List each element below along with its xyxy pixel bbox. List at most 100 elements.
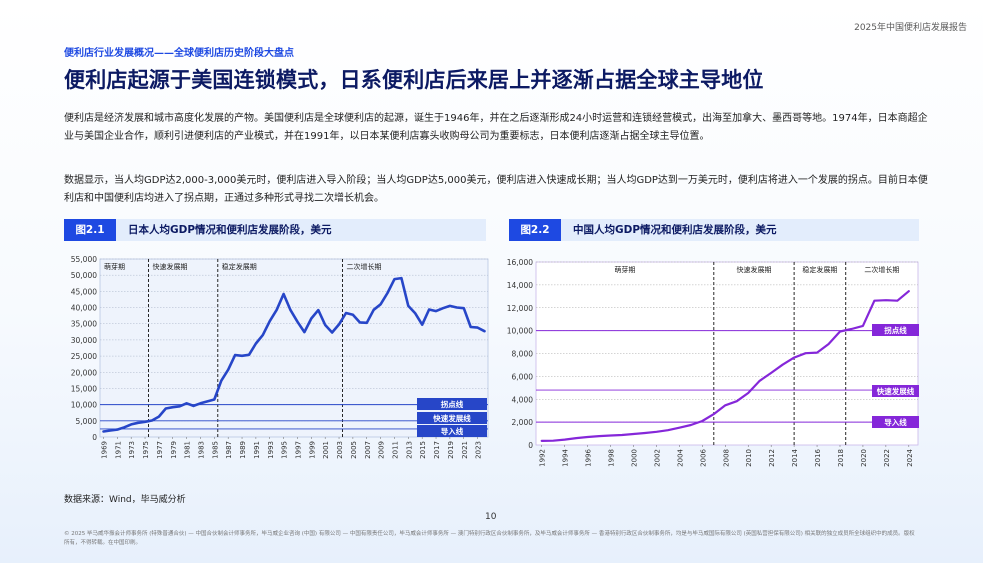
chart2-y-tick-label: 6,000 xyxy=(512,372,534,381)
chart1-phase-label: 稳定发展期 xyxy=(222,262,257,271)
chart2-y-tick-label: 14,000 xyxy=(507,281,533,290)
chart1-x-tick-label: 2007 xyxy=(364,441,372,459)
chart2-threshold-label: 快速发展线 xyxy=(877,386,915,396)
chart1-threshold-label: 拐点线 xyxy=(441,399,464,409)
chart2-x-tick-label: 2010 xyxy=(745,449,753,467)
chart1-x-tick-label: 2023 xyxy=(475,441,483,459)
chart2-x-tick-label: 2020 xyxy=(860,449,868,467)
chart1-x-tick-label: 1975 xyxy=(142,441,150,459)
chart1-x-tick-label: 2013 xyxy=(405,441,413,459)
chart1-phase-label: 快速发展期 xyxy=(153,262,188,271)
chart2-y-tick-label: 12,000 xyxy=(507,304,533,313)
paragraph-intro: 便利店是经济发展和城市高度化发展的产物。美国便利店是全球便利店的起源，诞生于19… xyxy=(64,113,928,142)
chart1-x-tick-label: 1985 xyxy=(211,441,219,459)
chart1-y-tick-label: 55,000 xyxy=(71,255,97,264)
chart2-x-tick-label: 1996 xyxy=(585,448,593,466)
chart1-phase-label: 二次增长期 xyxy=(347,262,382,271)
chart1-y-tick-label: 30,000 xyxy=(71,336,97,345)
chart2-y-tick-label: 8,000 xyxy=(512,350,534,359)
chart1-y-tick-label: 20,000 xyxy=(71,368,97,377)
chart1-x-tick-label: 1969 xyxy=(100,441,108,459)
chart1-x-tick-label: 1977 xyxy=(156,441,164,459)
chart1-threshold-label: 导入线 xyxy=(441,426,464,436)
page-title: 便利店起源于美国连锁模式，日系便利店后来居上并逐渐占据全球主导地位 xyxy=(64,68,764,92)
chart1-y-tick-label: 15,000 xyxy=(71,384,97,393)
paragraph-data: 数据显示，当人均GDP达2,000-3,000美元时，便利店进入导入阶段；当人均… xyxy=(64,175,928,204)
chart1-gdp-series-line xyxy=(102,276,486,433)
figure2-title: 中国人均GDP情况和便利店发展阶段，美元 xyxy=(573,224,777,236)
footer-copyright: © 2025 毕马威华振会计师事务所 (特殊普通合伙) — 中国合伙制会计师事务… xyxy=(64,531,915,546)
chart1-y-tick-label: 25,000 xyxy=(71,352,97,361)
china-gdp-chart: 0 2,000 4,000 6,000 8,000 10,000 12,000 14,000 1… xyxy=(507,258,919,467)
chart1-threshold-label-box xyxy=(417,425,487,437)
chart2-y-tick-label: 2,000 xyxy=(512,418,534,427)
chart2-y-tick-label: 10,000 xyxy=(507,327,533,336)
chart1-x-tick-label: 2021 xyxy=(461,441,469,459)
chart2-x-tick-label: 1994 xyxy=(562,448,570,466)
chart1-y-tick-label: 5,000 xyxy=(76,417,98,426)
chart2-x-tick-label: 2004 xyxy=(676,448,684,466)
chart2-x-tick-label: 1998 xyxy=(608,449,616,467)
chart1-plot-area xyxy=(99,258,489,438)
chart2-x-tick-label: 2024 xyxy=(906,448,914,466)
chart1-y-tick-label: 40,000 xyxy=(71,304,97,313)
figure1-tag: 图2.1 xyxy=(64,219,116,241)
data-source: 数据来源：Wind，毕马威分析 xyxy=(64,495,186,505)
chart1-x-tick-label: 2005 xyxy=(350,441,358,459)
chart2-x-tick-label: 1992 xyxy=(539,449,547,467)
chart1-x-tick-label: 1999 xyxy=(308,441,316,459)
chart2-phase-label: 稳定发展期 xyxy=(802,265,837,274)
chart1-x-tick-label: 1997 xyxy=(294,441,302,459)
chart1-x-tick-label: 1983 xyxy=(197,441,205,459)
figure1-header: 图2.1 日本人均GDP情况和便利店发展阶段，美元 xyxy=(64,219,486,241)
report-name: 2025年中国便利店发展报告 xyxy=(854,23,967,33)
chart2-phase-label: 快速发展期 xyxy=(736,265,771,274)
figure1-title: 日本人均GDP情况和便利店发展阶段，美元 xyxy=(128,224,332,236)
chart1-x-tick-label: 1971 xyxy=(114,441,122,459)
chart2-x-tick-label: 2016 xyxy=(814,448,822,466)
chart2-x-tick-label: 2002 xyxy=(653,449,661,467)
chart1-x-tick-label: 1987 xyxy=(225,441,233,459)
chart1-x-tick-label: 2001 xyxy=(322,441,330,459)
chart1-y-tick-label: 0 xyxy=(92,433,97,442)
chart1-threshold-label-box xyxy=(417,412,487,424)
chart2-x-tick-label: 2014 xyxy=(791,448,799,466)
chart2-x-tick-label: 2018 xyxy=(837,449,845,467)
chart2-y-tick-label: 4,000 xyxy=(512,395,534,404)
chart1-x-tick-label: 1989 xyxy=(239,441,247,459)
japan-gdp-chart: 0 5,000 10,000 15,000 20,000 25,000 30,000 35,0… xyxy=(71,255,489,459)
chart1-y-tick-label: 45,000 xyxy=(71,287,97,296)
chart2-threshold-label-box xyxy=(872,416,919,428)
chart2-y-tick-label: 16,000 xyxy=(507,258,533,267)
chart1-x-tick-label: 2009 xyxy=(378,441,386,459)
chart1-threshold-label-box xyxy=(417,398,487,410)
chart2-x-tick-label: 2006 xyxy=(699,448,707,466)
chart1-y-tick-label: 10,000 xyxy=(71,401,97,410)
chart1-x-tick-label: 1981 xyxy=(184,441,192,459)
figure2-tag: 图2.2 xyxy=(509,219,561,241)
chart2-phase-label: 二次增长期 xyxy=(864,265,899,274)
chart2-threshold-label: 拐点线 xyxy=(884,325,907,335)
chart2-y-tick-label: 0 xyxy=(528,441,533,450)
section-subtitle: 便利店行业发展概况——全球便利店历史阶段大盘点 xyxy=(64,48,294,59)
chart1-x-tick-label: 2011 xyxy=(391,441,399,459)
chart2-x-tick-label: 2000 xyxy=(631,449,639,467)
chart1-x-tick-label: 2019 xyxy=(447,441,455,459)
chart1-y-tick-label: 50,000 xyxy=(71,271,97,280)
chart1-x-tick-label: 1995 xyxy=(281,441,289,459)
chart1-x-tick-label: 1979 xyxy=(170,441,178,459)
chart1-x-tick-label: 2003 xyxy=(336,441,344,459)
chart1-y-tick-label: 35,000 xyxy=(71,320,97,329)
chart2-threshold-label: 导入线 xyxy=(884,417,907,427)
chart1-x-tick-label: 2015 xyxy=(419,441,427,459)
chart1-x-tick-label: 2017 xyxy=(433,441,441,459)
chart2-gdp-series-line xyxy=(540,290,910,442)
chart1-phase-label: 萌芽期 xyxy=(104,262,125,271)
chart2-threshold-label-box xyxy=(872,385,919,397)
chart1-threshold-label: 快速发展线 xyxy=(433,413,471,423)
chart1-x-tick-label: 1991 xyxy=(253,441,261,459)
chart2-x-tick-label: 2012 xyxy=(768,449,776,467)
chart2-threshold-label-box xyxy=(872,324,919,336)
figure2-header: 图2.2 中国人均GDP情况和便利店发展阶段，美元 xyxy=(509,219,919,241)
chart1-x-tick-label: 1973 xyxy=(128,441,136,459)
